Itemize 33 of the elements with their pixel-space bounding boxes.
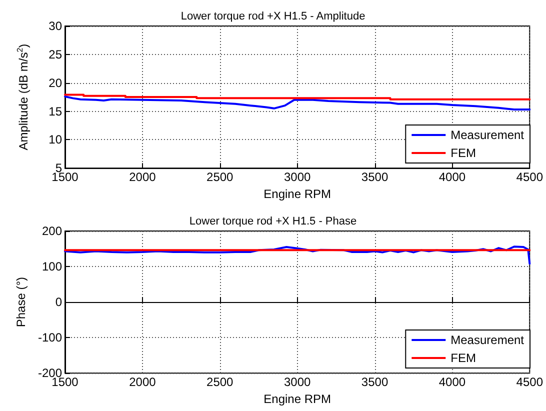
y-tick-label: 20: [48, 76, 62, 90]
y-axis-title: Phase (°): [14, 276, 28, 328]
x-tick-label: 2500: [206, 375, 234, 390]
legend-label: FEM: [450, 351, 476, 365]
y-tick-label: 200: [42, 224, 62, 238]
x-tick-label: 2000: [129, 170, 156, 184]
line-series: [64, 246, 531, 265]
x-tick-label: 4500: [516, 375, 544, 390]
x-tick-label: 4000: [438, 170, 466, 184]
y-tick-label: 0: [55, 295, 62, 310]
x-tick-label: 2500: [206, 170, 234, 184]
y-tick-label: 100: [42, 260, 62, 274]
x-axis-title: Engine RPM: [264, 187, 332, 201]
x-tick-label: 3500: [361, 375, 388, 390]
legend-label: Measurement: [450, 333, 525, 347]
line-series: [64, 95, 531, 111]
y-tick-label: 25: [48, 47, 62, 62]
x-tick-label: 3000: [284, 170, 311, 184]
x-tick-label: 4000: [438, 375, 466, 390]
x-tick-label: 4500: [516, 170, 544, 184]
y-tick-label: -100: [38, 330, 62, 345]
x-tick-label: 2000: [129, 375, 156, 390]
y-axis-title: Amplitude (dB m/s2): [16, 44, 30, 150]
x-axis-title: Engine RPM: [264, 392, 332, 406]
y-tick-label: 15: [48, 104, 62, 118]
y-tick-label: 30: [48, 19, 62, 33]
chart-title: Lower torque rod +X H1.5 - Amplitude: [180, 10, 366, 22]
legend-label: FEM: [450, 146, 476, 160]
y-tick-label: 10: [48, 132, 62, 147]
x-tick-label: 3000: [284, 375, 311, 390]
chart-title: Lower torque rod +X H1.5 - Phase: [189, 216, 357, 228]
legend-label: Measurement: [450, 128, 525, 142]
x-tick-label: 3500: [361, 170, 388, 184]
